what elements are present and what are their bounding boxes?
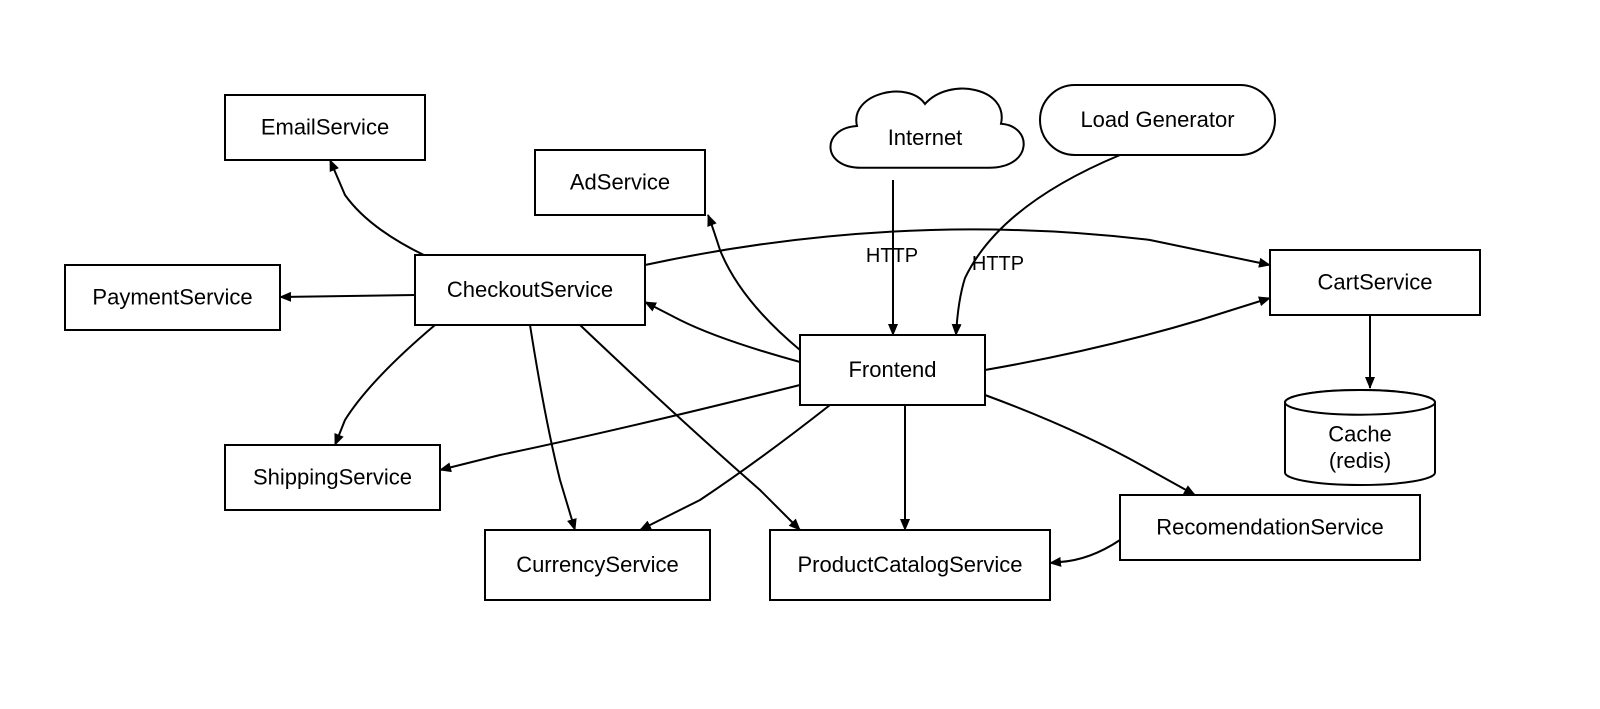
node-internet-label: Internet [888,125,963,150]
edge-recommendation-to-productcat [1050,540,1120,563]
node-checkout-label: CheckoutService [447,277,613,302]
edge-checkout-to-productcat [580,325,800,530]
node-cache-label-2: (redis) [1329,448,1391,473]
edge-frontend-to-recommendation [985,395,1195,495]
node-productcat: ProductCatalogService [770,530,1050,600]
node-shipping-label: ShippingService [253,464,412,489]
nodes-layer: Internet Load Generator Frontend CheckoutSe… [65,85,1480,600]
edge-loadgen-to-frontend [956,155,1120,335]
edge-frontend-to-cart [985,298,1270,370]
node-payment-label: PaymentService [92,284,252,309]
edge-checkout-to-cart [645,229,1270,265]
edge-frontend-to-adservice [708,215,800,350]
node-recommendation-label: RecomendationService [1156,514,1383,539]
node-loadgen: Load Generator [1040,85,1275,155]
edge-checkout-to-currency [530,325,575,530]
edge-checkout-to-email [330,160,430,258]
node-shipping: ShippingService [225,445,440,510]
node-productcat-label: ProductCatalogService [797,552,1022,577]
node-adservice-label: AdService [570,169,670,194]
node-checkout: CheckoutService [415,255,645,325]
node-cache-label-1: Cache [1328,421,1392,446]
node-adservice: AdService [535,150,705,215]
edge-checkout-to-shipping [335,325,435,445]
edge-label-loadgen-frontend: HTTP [972,253,1024,275]
node-payment: PaymentService [65,265,280,330]
edge-frontend-to-checkout [645,302,800,362]
edge-frontend-to-shipping [440,385,800,470]
edge-checkout-to-payment [280,295,415,297]
node-cache: Cache(redis) [1285,390,1435,485]
architecture-diagram: HTTP HTTP Internet Load Generator Frontend C… [0,0,1600,709]
edge-label-internet-frontend: HTTP [866,245,918,267]
node-email: EmailService [225,95,425,160]
node-email-label: EmailService [261,114,389,139]
node-internet: Internet [830,89,1023,168]
node-currency: CurrencyService [485,530,710,600]
node-loadgen-label: Load Generator [1080,107,1234,132]
node-cart-label: CartService [1318,269,1433,294]
node-frontend-label: Frontend [848,357,936,382]
node-currency-label: CurrencyService [516,552,679,577]
node-cart: CartService [1270,250,1480,315]
node-frontend: Frontend [800,335,985,405]
node-recommendation: RecomendationService [1120,495,1420,560]
